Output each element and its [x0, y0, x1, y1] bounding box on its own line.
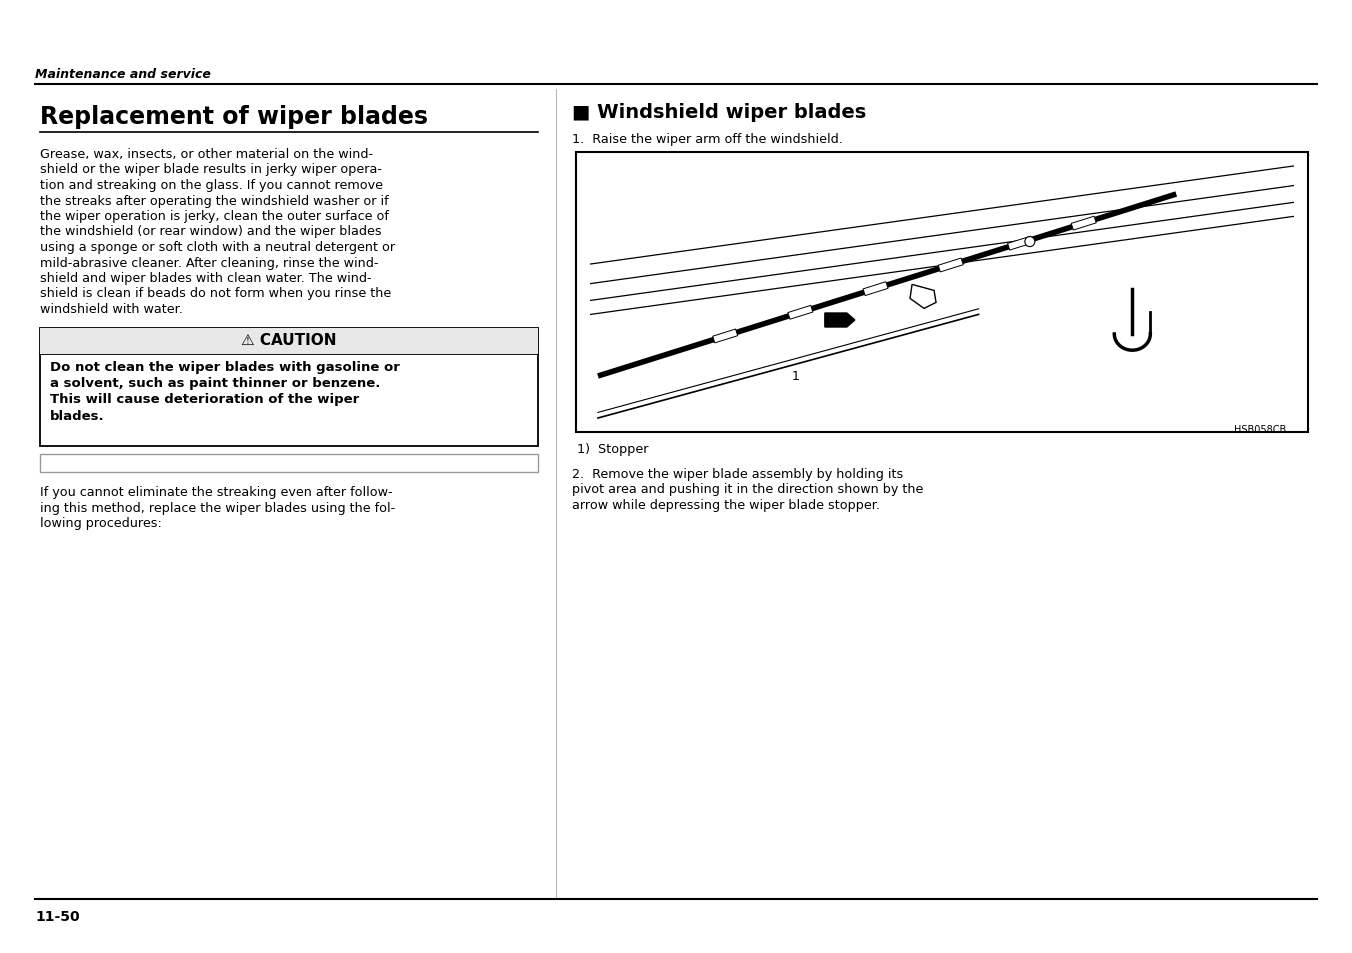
Polygon shape	[1007, 237, 1033, 251]
Text: shield and wiper blades with clean water. The wind-: shield and wiper blades with clean water…	[41, 272, 372, 285]
Polygon shape	[1071, 217, 1096, 231]
Text: Replacement of wiper blades: Replacement of wiper blades	[41, 105, 429, 129]
Text: 2.  Remove the wiper blade assembly by holding its: 2. Remove the wiper blade assembly by ho…	[572, 468, 903, 480]
Polygon shape	[825, 314, 854, 328]
FancyBboxPatch shape	[41, 328, 538, 355]
Polygon shape	[938, 259, 963, 273]
Text: This will cause deterioration of the wiper: This will cause deterioration of the wip…	[50, 393, 360, 406]
Text: ⚠ CAUTION: ⚠ CAUTION	[241, 333, 337, 347]
Text: Do not clean the wiper blades with gasoline or: Do not clean the wiper blades with gasol…	[50, 360, 400, 374]
Text: 1)  Stopper: 1) Stopper	[577, 442, 649, 456]
Text: shield or the wiper blade results in jerky wiper opera-: shield or the wiper blade results in jer…	[41, 163, 383, 176]
Text: using a sponge or soft cloth with a neutral detergent or: using a sponge or soft cloth with a neut…	[41, 241, 395, 253]
Text: mild-abrasive cleaner. After cleaning, rinse the wind-: mild-abrasive cleaner. After cleaning, r…	[41, 256, 379, 269]
Text: 1: 1	[792, 370, 799, 383]
Text: the wiper operation is jerky, clean the outer surface of: the wiper operation is jerky, clean the …	[41, 210, 389, 223]
Text: the streaks after operating the windshield washer or if: the streaks after operating the windshie…	[41, 194, 388, 208]
Text: shield is clean if beads do not form when you rinse the: shield is clean if beads do not form whe…	[41, 287, 391, 300]
Text: lowing procedures:: lowing procedures:	[41, 517, 162, 530]
Text: ■ Windshield wiper blades: ■ Windshield wiper blades	[572, 103, 867, 122]
Text: pivot area and pushing it in the direction shown by the: pivot area and pushing it in the directi…	[572, 483, 923, 496]
Text: a solvent, such as paint thinner or benzene.: a solvent, such as paint thinner or benz…	[50, 376, 380, 390]
Text: arrow while depressing the wiper blade stopper.: arrow while depressing the wiper blade s…	[572, 498, 880, 512]
Text: the windshield (or rear window) and the wiper blades: the windshield (or rear window) and the …	[41, 225, 381, 238]
Text: Maintenance and service: Maintenance and service	[35, 68, 211, 81]
Text: Grease, wax, insects, or other material on the wind-: Grease, wax, insects, or other material …	[41, 148, 373, 161]
Text: If you cannot eliminate the streaking even after follow-: If you cannot eliminate the streaking ev…	[41, 486, 392, 499]
Polygon shape	[788, 306, 813, 320]
Text: HSB058CB: HSB058CB	[1234, 424, 1286, 435]
Text: tion and streaking on the glass. If you cannot remove: tion and streaking on the glass. If you …	[41, 179, 383, 192]
Polygon shape	[910, 285, 936, 309]
Text: blades.: blades.	[50, 410, 104, 422]
Text: 1.  Raise the wiper arm off the windshield.: 1. Raise the wiper arm off the windshiel…	[572, 132, 842, 146]
FancyBboxPatch shape	[41, 328, 538, 446]
Text: ing this method, replace the wiper blades using the fol-: ing this method, replace the wiper blade…	[41, 501, 395, 515]
Text: 11-50: 11-50	[35, 909, 80, 923]
Polygon shape	[863, 282, 888, 296]
FancyBboxPatch shape	[41, 454, 538, 472]
Text: windshield with water.: windshield with water.	[41, 303, 183, 315]
FancyBboxPatch shape	[576, 152, 1307, 433]
Circle shape	[1025, 237, 1034, 248]
Polygon shape	[713, 330, 738, 343]
